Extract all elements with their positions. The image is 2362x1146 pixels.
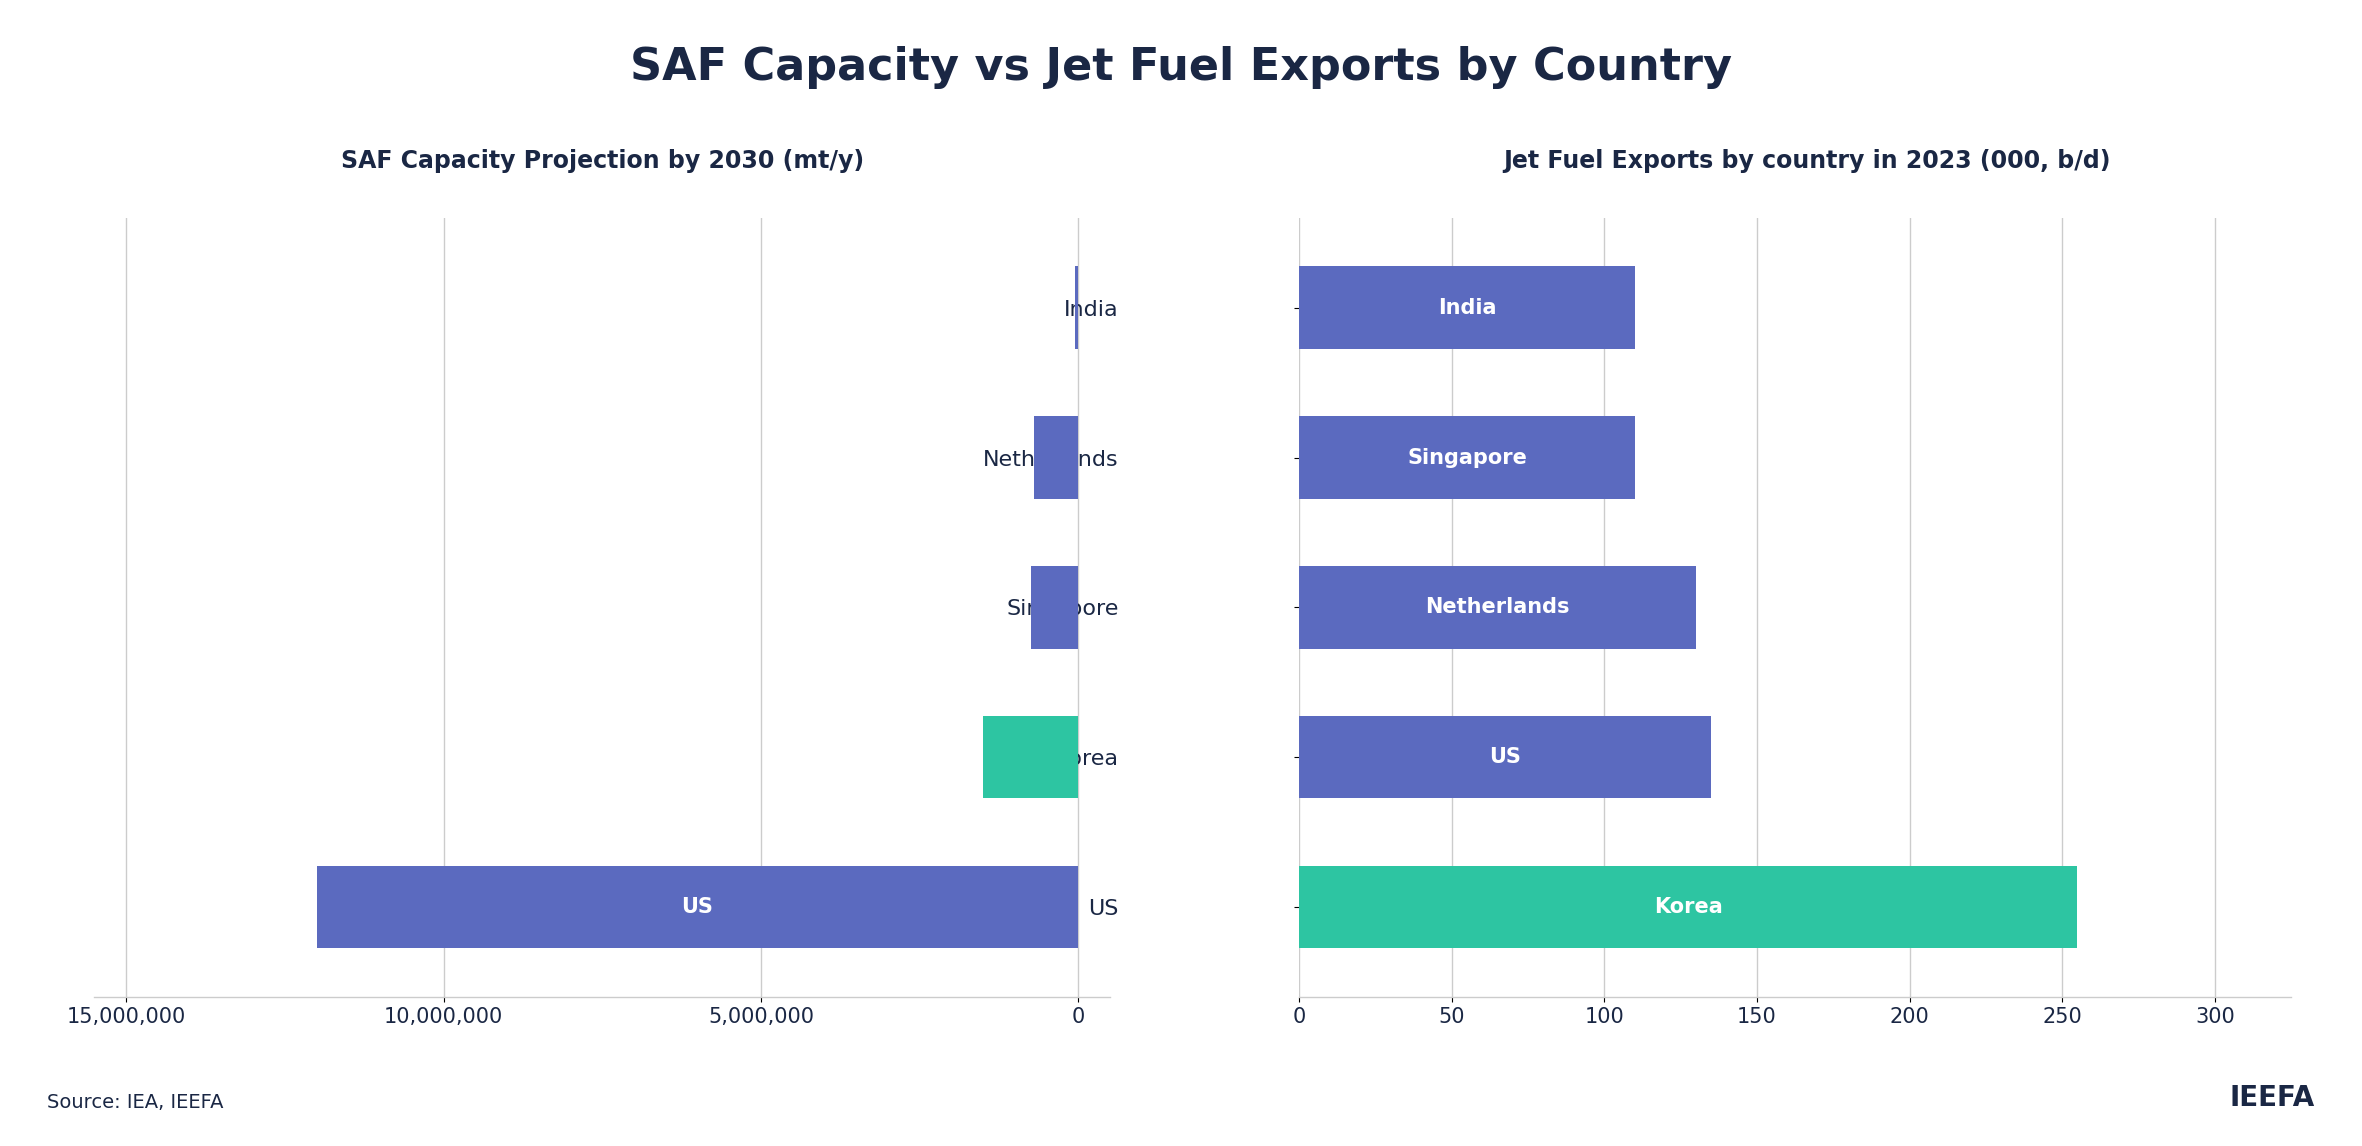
Text: SAF Capacity Projection by 2030 (mt/y): SAF Capacity Projection by 2030 (mt/y) (340, 149, 864, 173)
Text: US: US (683, 897, 713, 917)
Bar (1299, 866, 2079, 948)
Bar (1299, 416, 1635, 499)
Text: Singapore: Singapore (1408, 448, 1526, 468)
Text: US: US (1488, 747, 1521, 767)
Bar (1299, 266, 1635, 348)
Bar (317, 866, 1079, 948)
Text: Source: IEA, IEEFA: Source: IEA, IEEFA (47, 1092, 224, 1112)
Text: Jet Fuel Exports by country in 2023 (000, b/d): Jet Fuel Exports by country in 2023 (000… (1502, 149, 2112, 173)
Bar (983, 716, 1079, 799)
Bar (1075, 266, 1079, 348)
Text: Korea: Korea (1653, 897, 1722, 917)
Bar (1030, 566, 1079, 649)
Text: IEEFA: IEEFA (2230, 1084, 2315, 1112)
Text: India: India (1438, 298, 1495, 317)
Bar (1299, 566, 1696, 649)
Bar (1299, 716, 1710, 799)
Text: Netherlands: Netherlands (1424, 597, 1571, 618)
Text: SAF Capacity vs Jet Fuel Exports by Country: SAF Capacity vs Jet Fuel Exports by Coun… (631, 46, 1731, 89)
Bar (1035, 416, 1079, 499)
